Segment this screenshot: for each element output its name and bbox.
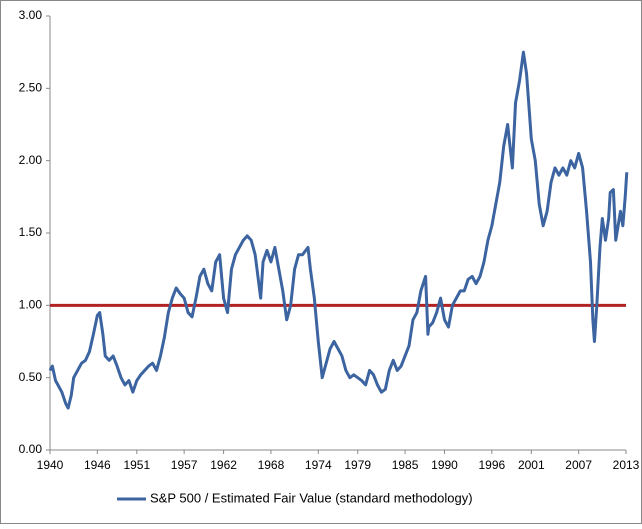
x-tick-label: 1962 [210, 458, 237, 472]
y-tick-label: 0.00 [19, 442, 43, 456]
x-tick-label: 1985 [392, 458, 419, 472]
x-tick-label: 1979 [344, 458, 371, 472]
x-tick-label: 1940 [37, 458, 64, 472]
y-tick-label: 1.50 [19, 225, 43, 239]
x-tick-label: 1974 [305, 458, 332, 472]
legend-label: S&P 500 / Estimated Fair Value (standard… [150, 490, 473, 505]
y-tick-label: 2.00 [19, 153, 43, 167]
y-tick-label: 1.00 [19, 298, 43, 312]
data-line [48, 50, 629, 410]
y-tick-label: 2.50 [19, 81, 43, 95]
x-tick-label: 2001 [518, 458, 545, 472]
y-tick-label: 0.50 [19, 370, 43, 384]
y-tick-label: 3.00 [19, 8, 43, 22]
x-tick-label: 2007 [565, 458, 592, 472]
x-tick-label: 1946 [84, 458, 111, 472]
x-tick-label: 1951 [123, 458, 150, 472]
x-tick-label: 1996 [479, 458, 506, 472]
x-tick-label: 2013 [613, 458, 640, 472]
x-tick-label: 1990 [431, 458, 458, 472]
x-tick-label: 1957 [171, 458, 198, 472]
x-tick-label: 1968 [258, 458, 285, 472]
